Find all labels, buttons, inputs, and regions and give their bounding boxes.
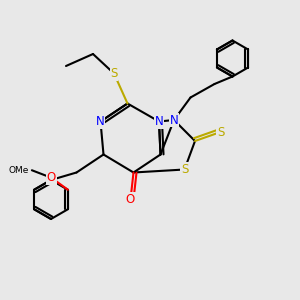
Text: N: N — [154, 115, 164, 128]
Text: S: S — [217, 125, 224, 139]
Text: O: O — [126, 193, 135, 206]
Text: O: O — [47, 171, 56, 184]
Text: S: S — [181, 163, 188, 176]
Text: N: N — [169, 113, 178, 127]
Text: OMe: OMe — [8, 166, 29, 175]
Text: N: N — [96, 115, 105, 128]
Text: S: S — [110, 67, 118, 80]
